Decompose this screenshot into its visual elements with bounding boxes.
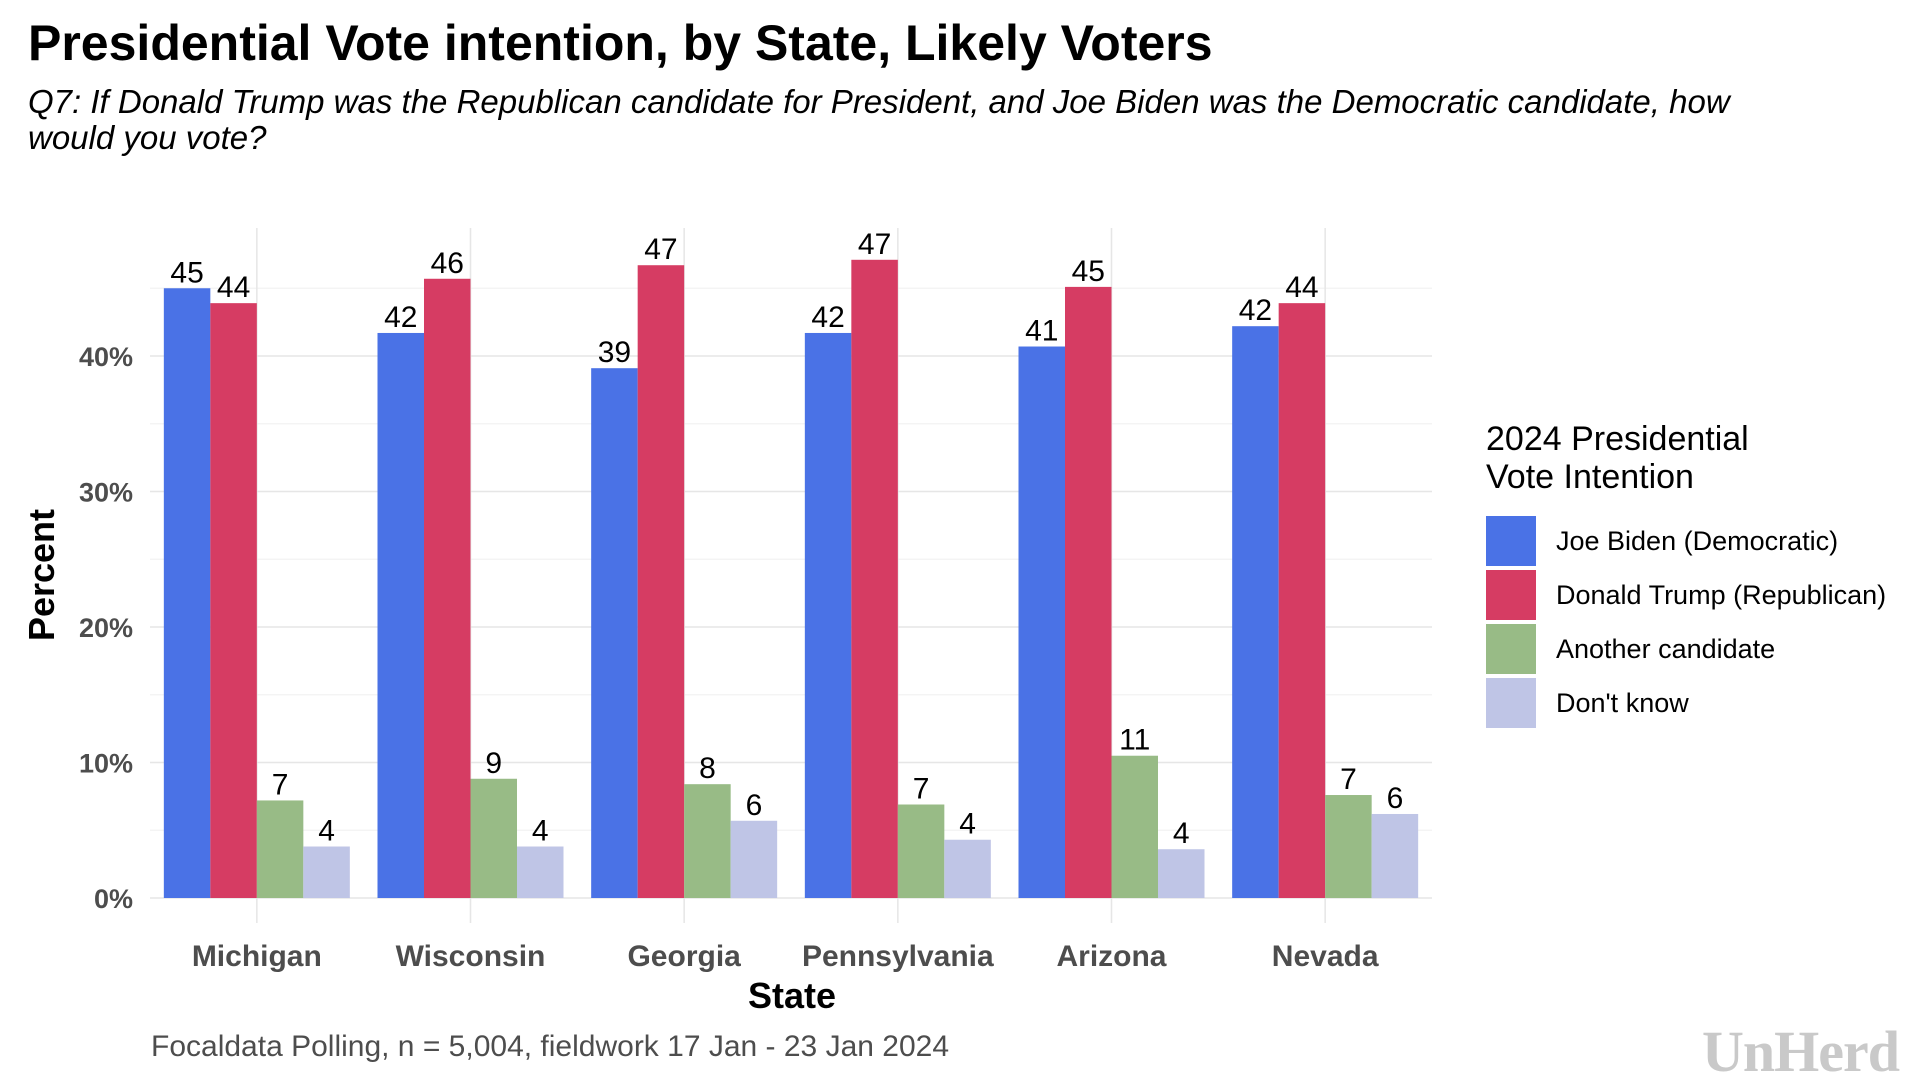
x-tick-label: Nevada	[1272, 940, 1379, 973]
unherd-logo: UnHerd	[1702, 1019, 1900, 1084]
y-axis-label: Percent	[21, 509, 62, 641]
bar-value-label: 6	[1387, 782, 1404, 815]
bar-value-label: 4	[318, 815, 335, 848]
bar	[1111, 755, 1158, 898]
x-tick-label: Michigan	[192, 940, 322, 973]
legend-swatch	[1486, 516, 1536, 566]
bar-value-label: 45	[170, 256, 203, 289]
bar-value-label: 4	[959, 808, 976, 841]
legend-swatch	[1486, 624, 1536, 674]
bar-value-label: 11	[1119, 724, 1150, 757]
legend-label: Don't know	[1556, 687, 1689, 718]
bar	[1018, 346, 1065, 898]
bar	[256, 800, 304, 898]
bar	[1232, 326, 1279, 898]
bar-value-label: 41	[1025, 315, 1058, 348]
legend-items: Joe Biden (Democratic) Donald Trump (Repu…	[1486, 514, 1886, 730]
y-tick-label: 20%	[79, 613, 133, 643]
bar	[517, 846, 564, 898]
y-tick-label: 10%	[79, 749, 133, 779]
bar-value-label: 42	[384, 301, 417, 334]
bar-value-label: 45	[1072, 255, 1105, 288]
chart-title: Presidential Vote intention, by State, L…	[28, 15, 1213, 71]
y-axis-ticks: 0% 10% 20% 30% 40%	[79, 342, 133, 914]
legend-label: Another candidate	[1556, 633, 1776, 664]
bar-value-label: 9	[485, 747, 502, 780]
bar-value-label: 7	[913, 773, 930, 806]
bar	[684, 784, 731, 898]
bar	[851, 259, 898, 898]
source-caption: Focaldata Polling, n = 5,004, fieldwork …	[151, 1030, 950, 1063]
bar-value-label: 6	[746, 789, 763, 822]
bar	[163, 288, 211, 898]
bar-value-label: 7	[272, 768, 289, 801]
bar-value-label: 47	[644, 233, 677, 266]
bar-value-label: 46	[431, 247, 464, 280]
bar	[424, 278, 471, 898]
y-tick-label: 0%	[94, 884, 133, 914]
bar	[1158, 849, 1205, 898]
x-tick-label: Wisconsin	[396, 940, 546, 973]
bar	[210, 303, 257, 898]
legend-item: Another candidate	[1486, 622, 1886, 676]
bar-value-label: 42	[811, 301, 844, 334]
bar	[637, 265, 685, 899]
legend-label: Donald Trump (Republican)	[1556, 579, 1887, 610]
legend: 2024 Presidential Vote Intention Joe Bid…	[1486, 420, 1886, 730]
bar-value-label: 4	[1173, 817, 1190, 850]
y-tick-label: 30%	[79, 478, 133, 508]
bar	[1278, 303, 1326, 898]
legend-item: Donald Trump (Republican)	[1486, 568, 1886, 622]
bar	[897, 804, 945, 898]
bar	[591, 368, 638, 898]
bar-value-label: 44	[217, 271, 250, 304]
y-tick-label: 40%	[79, 342, 133, 372]
legend-label: Joe Biden (Democratic)	[1556, 525, 1839, 556]
bar-value-label: 39	[598, 336, 631, 369]
bar	[730, 820, 778, 898]
x-tick-label: Pennsylvania	[802, 940, 994, 973]
x-tick-label: Arizona	[1056, 940, 1166, 973]
bar	[377, 332, 424, 899]
bar-value-label: 42	[1239, 294, 1272, 327]
legend-item: Joe Biden (Democratic)	[1486, 514, 1886, 568]
chart-subtitle: Q7: If Donald Trump was the Republican c…	[28, 83, 1730, 156]
bar	[944, 839, 991, 898]
bar-value-label: 8	[699, 752, 716, 785]
bar	[1325, 795, 1372, 898]
bars	[163, 259, 1419, 899]
bar-value-label: 47	[858, 228, 891, 261]
bar	[804, 332, 852, 899]
bar	[1371, 813, 1419, 898]
bar-value-label: 4	[532, 815, 549, 848]
bar	[303, 846, 350, 898]
legend-title: 2024 Presidential Vote Intention	[1486, 420, 1749, 496]
x-axis-ticks: Michigan Wisconsin Georgia Pennsylvania Ariz…	[192, 940, 1379, 973]
x-axis-label: State	[748, 975, 836, 1016]
legend-swatch	[1486, 570, 1536, 620]
bar-value-label: 44	[1285, 271, 1318, 304]
x-tick-label: Georgia	[627, 940, 741, 973]
legend-swatch	[1486, 678, 1536, 728]
bar	[470, 778, 517, 898]
bar-value-label: 7	[1340, 763, 1357, 796]
bar	[1065, 286, 1112, 898]
legend-item: Don't know	[1486, 676, 1886, 730]
